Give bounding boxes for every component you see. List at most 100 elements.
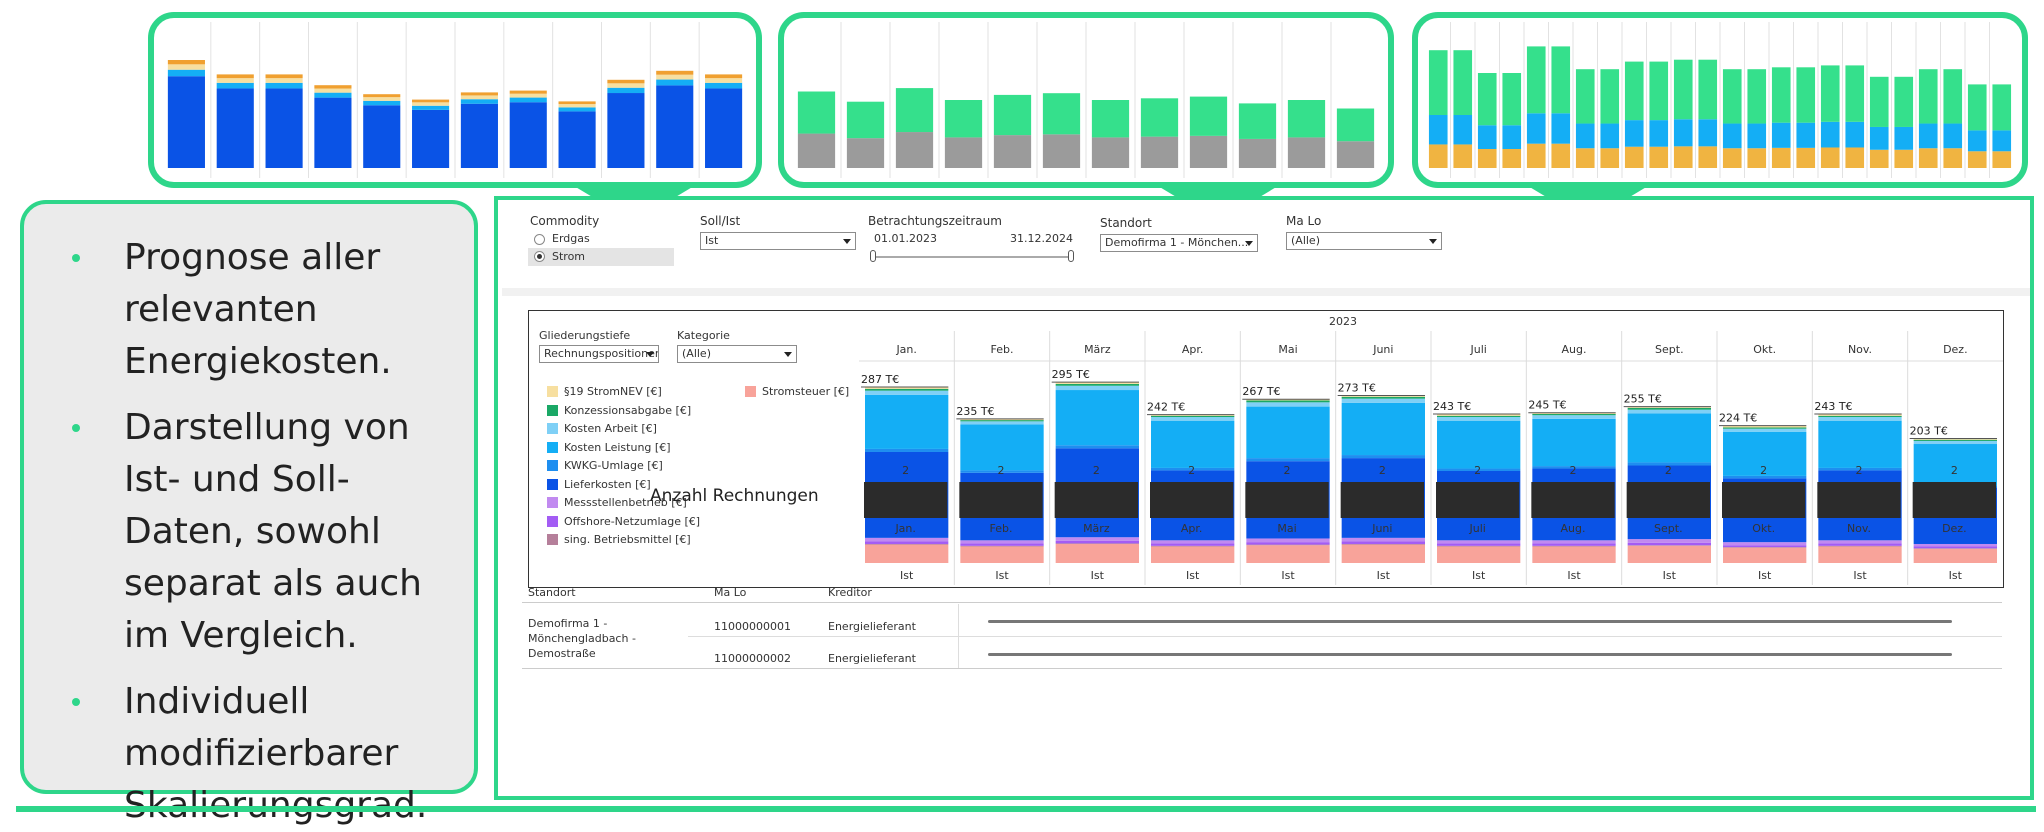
- total-label: 203 T€: [1910, 424, 1948, 437]
- thumb-bar-segment: [1624, 61, 1644, 121]
- thumb-bar-segment: [1918, 148, 1938, 168]
- commodity-option-erdgas[interactable]: Erdgas: [552, 232, 590, 245]
- thumb-bar-segment: [607, 83, 645, 88]
- anzahl-month-label: Juli: [1469, 522, 1486, 535]
- thumb-bar-segment: [1575, 148, 1595, 168]
- legend-item[interactable]: Lieferkosten [€]: [547, 478, 651, 491]
- gliederung-dropdown[interactable]: Rechnungspositionen: [539, 345, 659, 363]
- thumb-bar-segment: [1722, 69, 1742, 124]
- bar-segment: [1341, 395, 1425, 397]
- timeline-bar: [988, 653, 1952, 656]
- legend-swatch: [547, 478, 558, 490]
- thumb-bar-segment: [1845, 121, 1865, 148]
- legend-label: §19 StromNEV [€]: [564, 385, 662, 398]
- commodity-selected-row[interactable]: [528, 248, 674, 266]
- zeitraum-slider-track[interactable]: [874, 256, 1070, 258]
- thumb-bar-segment: [216, 82, 254, 89]
- legend-item[interactable]: §19 StromNEV [€]: [547, 385, 662, 398]
- legend-item[interactable]: Stromsteuer [€]: [745, 385, 849, 398]
- thumb-bar-segment: [1918, 69, 1938, 124]
- legend-label: KWKG-Umlage [€]: [564, 459, 663, 472]
- thumb-bar-segment: [1673, 59, 1693, 120]
- total-label: 235 T€: [956, 405, 994, 418]
- cost-bar-chart: Jan. 287 T€ Ist Feb. 235 T€ Ist März 295 T€ Ist A…: [859, 331, 2003, 585]
- legend-swatch: [547, 423, 558, 434]
- legend-item[interactable]: Konzessionsabgabe [€]: [547, 404, 691, 417]
- thumb-bar-segment: [656, 79, 694, 86]
- anzahl-month-label: März: [1083, 522, 1110, 535]
- table-header-malo: Ma Lo: [714, 586, 747, 599]
- zeitraum-start: 01.01.2023: [874, 232, 937, 245]
- bar-ist-label: Ist: [1853, 569, 1867, 582]
- bar-segment: [1055, 445, 1139, 449]
- bottom-accent-line: [16, 806, 2036, 812]
- thumb-bar-segment: [1189, 96, 1228, 136]
- thumb-bar-segment: [1551, 113, 1571, 144]
- thumb-bar-segment: [1992, 130, 2012, 152]
- feature-list-panel: Prognose aller relevanten Energiekosten.…: [20, 200, 478, 826]
- commodity-radio-strom[interactable]: [534, 251, 545, 262]
- thumbnail-monthly-cost-chart: [148, 12, 762, 188]
- zeitraum-slider-start-handle[interactable]: [870, 250, 876, 262]
- chevron-down-icon: [784, 352, 792, 357]
- total-label: 245 T€: [1528, 399, 1566, 412]
- month-label: Juli: [1470, 343, 1487, 356]
- legend-item[interactable]: KWKG-Umlage [€]: [547, 459, 663, 472]
- thumbnail-1-chart: [167, 22, 743, 178]
- bullet-icon: [72, 254, 80, 262]
- thumb-bar-segment: [1624, 146, 1644, 168]
- legend-item[interactable]: Messstellenbetrieb [€]: [547, 496, 687, 509]
- thumb-bar-segment: [705, 78, 743, 83]
- total-label: 273 T€: [1338, 382, 1376, 395]
- anzahl-bar: [1436, 482, 1520, 518]
- legend-item[interactable]: Kosten Leistung [€]: [547, 441, 670, 454]
- thumb-bar-segment: [1869, 76, 1889, 127]
- bar-segment: [1818, 540, 1902, 544]
- thumb-bar-segment: [1600, 69, 1620, 124]
- anzahl-value: 2: [1474, 464, 1481, 477]
- bar-segment: [1246, 399, 1330, 401]
- anzahl-bar: [1817, 482, 1901, 518]
- bar-segment: [1818, 420, 1902, 468]
- total-label: 255 T€: [1624, 393, 1662, 406]
- thumb-bar-segment: [1771, 67, 1791, 123]
- bar-segment: [1627, 545, 1711, 563]
- bar-segment: [1627, 413, 1711, 463]
- kategorie-dropdown[interactable]: (Alle): [677, 345, 797, 363]
- standort-dropdown[interactable]: Demofirma 1 - Mönchen...: [1100, 234, 1258, 252]
- thumb-bar-segment: [1747, 148, 1767, 168]
- zeitraum-slider-end-handle[interactable]: [1068, 250, 1074, 262]
- bar-segment: [1341, 402, 1425, 456]
- anzahl-bar: [1626, 482, 1710, 518]
- legend-label: Offshore-Netzumlage [€]: [564, 514, 701, 528]
- table-cell-kreditor: Energielieferant: [828, 652, 916, 665]
- legend-item[interactable]: Kosten Arbeit [€]: [547, 422, 657, 435]
- thumb-bar-segment: [993, 94, 1032, 136]
- bar-segment: [1437, 468, 1521, 471]
- anzahl-value: 2: [902, 464, 909, 477]
- legend-label: Stromsteuer [€]: [762, 385, 850, 398]
- thumb-bar-segment: [265, 78, 303, 83]
- thumb-bar-segment: [363, 100, 401, 106]
- legend-item[interactable]: sing. Betriebsmittel [€]: [547, 533, 691, 546]
- thumb-bar-segment: [607, 93, 645, 168]
- thumb-bar-segment: [1771, 122, 1791, 148]
- thumb-bar-segment: [1477, 149, 1497, 168]
- bar-segment: [1818, 545, 1902, 547]
- bullet-icon: [72, 698, 80, 706]
- bar-segment: [1055, 537, 1139, 541]
- bar-segment: [1246, 406, 1330, 459]
- soll-ist-dropdown[interactable]: Ist: [700, 232, 856, 250]
- bar-segment: [1723, 545, 1807, 548]
- commodity-option-strom[interactable]: Strom: [552, 250, 586, 263]
- legend-item[interactable]: Offshore-Netzumlage [€]: [547, 515, 700, 528]
- bar-segment: [1627, 407, 1711, 410]
- standort-value: Demofirma 1 - Mönchen...: [1105, 236, 1249, 249]
- feature-text: Darstellung von Ist- und Soll-Daten, sow…: [124, 407, 422, 656]
- bar-segment: [960, 424, 1044, 471]
- thumb-bar-segment: [1336, 141, 1375, 168]
- malo-dropdown[interactable]: (Alle): [1286, 232, 1442, 250]
- legend-swatch: [745, 386, 756, 397]
- commodity-radio-erdgas[interactable]: [534, 234, 545, 245]
- bar-segment: [1627, 462, 1711, 466]
